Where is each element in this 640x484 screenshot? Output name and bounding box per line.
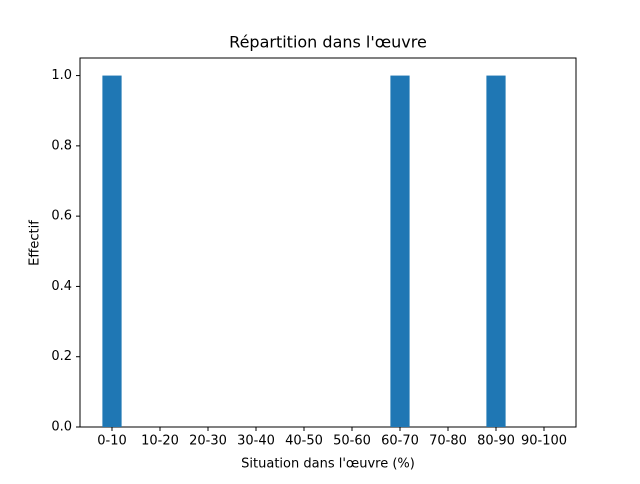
x-tick-label: 70-80 xyxy=(429,434,467,449)
x-tick-label: 20-30 xyxy=(189,434,227,449)
y-tick-label: 1.0 xyxy=(51,68,72,83)
x-tick-label: 10-20 xyxy=(141,434,179,449)
x-axis-label: Situation dans l'œuvre (%) xyxy=(241,457,415,472)
x-tick-label: 80-90 xyxy=(477,434,515,449)
y-tick-label: 0.0 xyxy=(51,420,72,435)
y-axis-label: Effectif xyxy=(28,220,43,266)
y-tick-label: 0.6 xyxy=(51,209,72,224)
y-tick-label: 0.2 xyxy=(51,349,72,364)
x-tick-label: 0-10 xyxy=(97,434,127,449)
plot-frame xyxy=(79,57,577,428)
y-tick-label: 0.4 xyxy=(51,279,72,294)
x-tick-label: 90-100 xyxy=(521,434,567,449)
x-tick-label: 40-50 xyxy=(285,434,323,449)
chart-title: Répartition dans l'œuvre xyxy=(229,33,427,52)
y-tick-label: 0.8 xyxy=(51,138,72,153)
x-tick-label: 30-40 xyxy=(237,434,275,449)
bar xyxy=(486,75,506,428)
x-tick-label: 60-70 xyxy=(381,434,419,449)
bar xyxy=(390,75,410,428)
x-tick-label: 50-60 xyxy=(333,434,371,449)
bar xyxy=(102,75,122,428)
